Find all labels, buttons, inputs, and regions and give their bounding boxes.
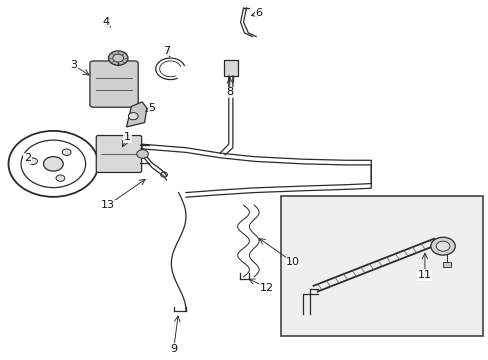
Text: 2: 2 [24, 153, 31, 163]
Polygon shape [126, 102, 147, 127]
Circle shape [435, 241, 449, 251]
Text: 4: 4 [102, 17, 109, 27]
Circle shape [62, 149, 71, 156]
Text: 6: 6 [255, 8, 262, 18]
Text: 11: 11 [417, 270, 431, 280]
Text: 12: 12 [259, 283, 273, 293]
Circle shape [43, 157, 63, 171]
Circle shape [29, 158, 38, 165]
Text: 7: 7 [163, 46, 170, 56]
Bar [224, 60, 237, 76]
Circle shape [430, 237, 454, 255]
Text: 9: 9 [170, 343, 177, 354]
Text: 8: 8 [226, 87, 233, 97]
Circle shape [137, 150, 148, 158]
Text: 5: 5 [148, 103, 155, 113]
Circle shape [113, 54, 123, 62]
Circle shape [128, 113, 138, 120]
Circle shape [108, 51, 128, 65]
FancyBboxPatch shape [96, 135, 142, 172]
Text: 1: 1 [124, 132, 131, 142]
Circle shape [56, 175, 65, 181]
Bar [442, 262, 450, 267]
Text: 3: 3 [70, 60, 77, 70]
FancyBboxPatch shape [90, 61, 138, 107]
Text: 10: 10 [285, 257, 300, 267]
Bar [281, 196, 483, 336]
Text: 13: 13 [101, 200, 115, 210]
